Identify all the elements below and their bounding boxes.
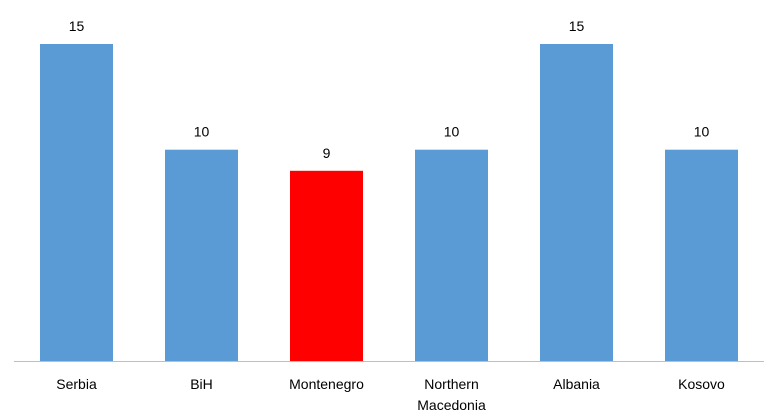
bar-kosovo	[665, 149, 738, 361]
data-label: 15	[569, 18, 585, 34]
data-label: 10	[694, 124, 710, 140]
bar-bih	[165, 149, 238, 361]
data-label: 9	[323, 145, 331, 161]
category-label-line: Northern	[424, 376, 478, 392]
category-label: Montenegro	[289, 376, 364, 392]
category-labels-layer: Serbia BiH Montenegro Northern Macedonia Alba…	[56, 376, 725, 413]
bar-serbia	[40, 44, 113, 361]
category-label-line: Kosovo	[678, 376, 725, 392]
bar-northern-macedonia	[415, 149, 488, 361]
category-label-line: Serbia	[56, 376, 97, 392]
bars-layer	[40, 44, 738, 361]
bar-albania	[540, 44, 613, 361]
category-label: Kosovo	[678, 376, 725, 392]
category-label-line: Montenegro	[289, 376, 364, 392]
category-label-line: Macedonia	[417, 397, 486, 413]
category-label: Serbia	[56, 376, 97, 392]
category-label: BiH	[190, 376, 213, 392]
data-label: 10	[444, 124, 460, 140]
category-label-line: Albania	[553, 376, 600, 392]
data-label: 15	[69, 18, 85, 34]
category-label-line: BiH	[190, 376, 213, 392]
bar-montenegro	[290, 170, 363, 361]
data-label: 10	[194, 124, 210, 140]
data-labels-layer: 15 10 9 10 15 10	[69, 18, 710, 161]
category-label: Northern Macedonia	[417, 376, 486, 413]
category-label: Albania	[553, 376, 600, 392]
